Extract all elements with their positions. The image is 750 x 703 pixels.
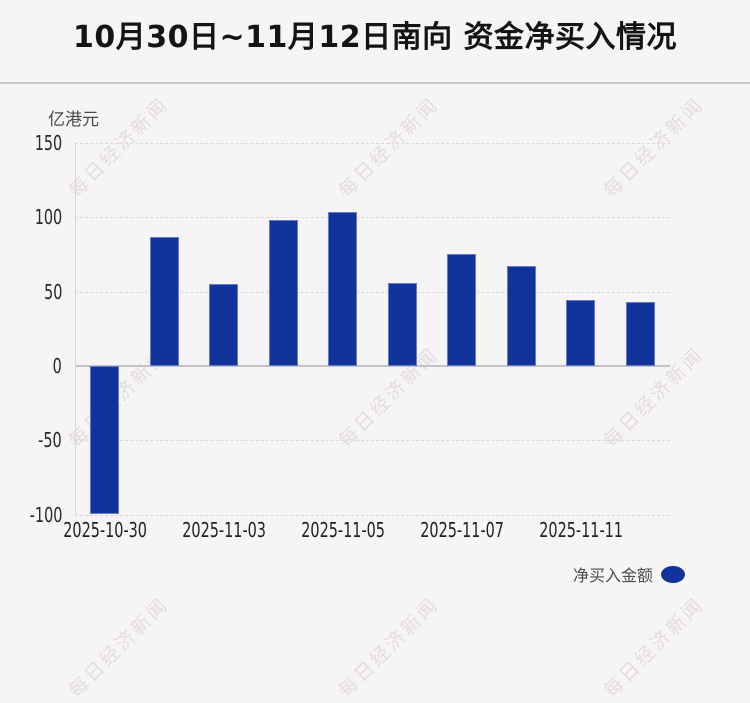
y-axis-tick-label: 100 bbox=[34, 205, 62, 230]
y-axis-tick-label: 50 bbox=[43, 279, 62, 304]
watermark-text: 每日经济新闻 bbox=[334, 593, 444, 703]
y-axis-tick-label: 0 bbox=[52, 353, 62, 378]
title-divider bbox=[0, 82, 750, 84]
gridline bbox=[75, 291, 670, 293]
bar bbox=[149, 236, 179, 366]
chart-canvas: 每日经济新闻 每日经济新闻 每日经济新闻 每日经济新闻 每日经济新闻 每日经济新闻 每日经济… bbox=[0, 20, 750, 702]
bar bbox=[268, 220, 298, 366]
legend-marker-icon bbox=[661, 565, 686, 583]
x-axis-tick-label: 2025-11-05 bbox=[300, 518, 385, 542]
zero-gridline bbox=[75, 364, 670, 367]
watermark-text: 每日经济新闻 bbox=[334, 93, 444, 203]
legend-item[interactable]: 净买入金额 bbox=[573, 562, 686, 586]
y-axis-unit-label: 亿港元 bbox=[48, 110, 99, 130]
bar bbox=[328, 212, 358, 366]
gridline bbox=[75, 514, 670, 516]
y-axis-line bbox=[75, 143, 76, 515]
gridline bbox=[75, 217, 670, 219]
bar bbox=[387, 283, 417, 366]
legend-label: 净买入金额 bbox=[573, 566, 654, 585]
x-axis-tick-label: 2025-10-30 bbox=[62, 518, 147, 542]
watermark-text: 每日经济新闻 bbox=[599, 593, 709, 703]
watermark-text: 每日经济新闻 bbox=[64, 593, 174, 703]
x-axis-tick-label: 2025-11-11 bbox=[538, 518, 623, 542]
bar bbox=[90, 365, 120, 515]
bar bbox=[506, 266, 536, 366]
y-axis-tick-label: 150 bbox=[34, 131, 62, 155]
gridline bbox=[75, 440, 670, 442]
chart-title: 10月30日~11月12日南向 资金净买入情况 bbox=[72, 20, 678, 55]
watermark-text: 每日经济新闻 bbox=[599, 93, 709, 203]
bar bbox=[566, 299, 596, 366]
x-axis-tick-label: 2025-11-03 bbox=[181, 518, 266, 542]
bar bbox=[447, 253, 477, 366]
gridline bbox=[75, 143, 670, 144]
bar bbox=[209, 284, 239, 366]
x-axis-tick-label: 2025-11-07 bbox=[419, 518, 504, 542]
y-axis-tick-label: -100 bbox=[29, 502, 62, 527]
bar bbox=[625, 302, 655, 366]
y-axis-tick-label: -50 bbox=[38, 428, 62, 453]
